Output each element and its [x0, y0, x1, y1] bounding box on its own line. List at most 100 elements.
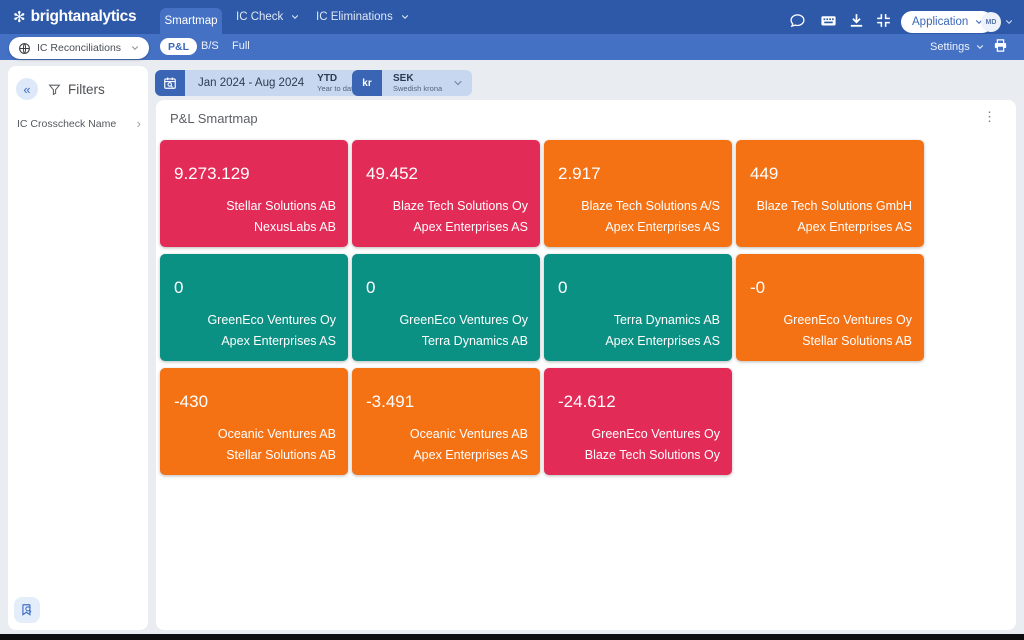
tile-company: GreenEco Ventures Oy — [783, 313, 912, 327]
tile-counterparty: Terra Dynamics AB — [421, 334, 528, 348]
tab-ic-eliminations[interactable]: IC Eliminations — [316, 0, 410, 34]
sidebar-item-ic-crosscheck-name[interactable]: IC Crosscheck Name › — [17, 116, 141, 131]
tab-ic-check-label: IC Check — [236, 11, 284, 23]
tile-value: 2.917 — [558, 164, 601, 183]
smartmap-tile[interactable]: 49.452 Blaze Tech Solutions Oy Apex Enter… — [352, 140, 540, 247]
brand-name: brightanalytics — [30, 8, 137, 25]
settings-menu[interactable]: Settings — [930, 36, 985, 58]
chevron-down-icon — [132, 46, 138, 50]
tile-company: GreenEco Ventures Oy — [399, 313, 528, 327]
brand-flower-icon: ✻ — [13, 8, 26, 26]
tile-counterparty: NexusLabs AB — [254, 220, 336, 234]
smartmap-tile[interactable]: -24.612 GreenEco Ventures Oy Blaze Tech S… — [544, 368, 732, 475]
smartmap-tile[interactable]: 0 GreenEco Ventures Oy Apex Enterprises A… — [160, 254, 348, 361]
tab-ic-eliminations-label: IC Eliminations — [316, 11, 393, 23]
tile-value: 449 — [750, 164, 779, 183]
tile-company: Blaze Tech Solutions GmbH — [756, 199, 912, 213]
chevron-down-icon — [976, 45, 983, 50]
period-name: Year to date — [317, 84, 358, 93]
view-tab-pnl[interactable]: P&L — [160, 38, 197, 55]
panel-title: P&L Smartmap — [170, 111, 258, 126]
tile-value: 0 — [366, 278, 376, 297]
smartmap-tile[interactable]: 0 Terra Dynamics AB Apex Enterprises AS — [544, 254, 732, 361]
tile-counterparty: Apex Enterprises AS — [605, 334, 720, 348]
tile-counterparty: Stellar Solutions AB — [226, 448, 336, 462]
tile-value: -3.491 — [366, 392, 415, 411]
tile-counterparty: Stellar Solutions AB — [802, 334, 912, 348]
tile-counterparty: Apex Enterprises AS — [605, 220, 720, 234]
currency-selector[interactable]: SEK Swedish krona — [382, 70, 452, 96]
tile-value: 9.273.129 — [174, 164, 250, 183]
smartmap-tile[interactable]: 2.917 Blaze Tech Solutions A/S Apex Enter… — [544, 140, 732, 247]
tile-company: Blaze Tech Solutions Oy — [392, 199, 528, 213]
sidebar-collapse-button[interactable]: « — [16, 78, 38, 100]
filters-sidebar: « Filters IC Crosscheck Name › — [8, 66, 148, 630]
tile-counterparty: Apex Enterprises AS — [413, 220, 528, 234]
bookmark-search-icon — [22, 604, 32, 616]
avatar[interactable]: MD — [981, 12, 1001, 32]
tile-company: Terra Dynamics AB — [613, 313, 720, 327]
currency-symbol: kr — [362, 77, 372, 89]
tile-value: -0 — [750, 278, 766, 297]
smartmap-tile[interactable]: -0 GreenEco Ventures Oy Stellar Solutions… — [736, 254, 924, 361]
tile-value: -24.612 — [558, 392, 616, 411]
tile-counterparty: Blaze Tech Solutions Oy — [584, 448, 720, 462]
settings-label: Settings — [930, 41, 970, 53]
application-dropdown[interactable]: Application — [901, 11, 994, 33]
smartmap-tile[interactable]: 449 Blaze Tech Solutions GmbH Apex Enterp… — [736, 140, 924, 247]
tile-company: Oceanic Ventures AB — [217, 427, 336, 441]
tile-counterparty: Apex Enterprises AS — [797, 220, 912, 234]
download-icon[interactable] — [848, 12, 865, 29]
report-selector-dropdown[interactable]: IC Reconciliations — [9, 37, 149, 59]
kebab-menu-icon[interactable]: ⋮ — [983, 109, 996, 124]
top-navbar: ✻ brightanalytics Smartmap IC Check IC E… — [0, 0, 1024, 34]
period-code: YTD — [317, 73, 338, 84]
sidebar-item-label: IC Crosscheck Name — [17, 117, 117, 130]
chevron-down-icon — [292, 15, 299, 20]
keyboard-icon[interactable] — [820, 12, 837, 29]
view-tab-full[interactable]: Full — [232, 40, 250, 52]
tile-value: 0 — [558, 278, 568, 297]
tile-company: Stellar Solutions AB — [226, 199, 336, 213]
chevron-down-icon — [401, 15, 408, 20]
smartmap-tile[interactable]: -430 Oceanic Ventures AB Stellar Solution… — [160, 368, 348, 475]
tile-counterparty: Apex Enterprises AS — [413, 448, 528, 462]
chevron-down-icon — [454, 80, 462, 86]
currency-name: Swedish krona — [393, 84, 443, 93]
sidebar-title: Filters — [68, 82, 105, 97]
smartmap-panel: P&L Smartmap ⋮ 9.273.129 Stellar Solutio… — [156, 100, 1016, 630]
smartmap-tile[interactable]: 0 GreenEco Ventures Oy Terra Dynamics AB — [352, 254, 540, 361]
tile-value: -430 — [174, 392, 209, 411]
chevron-right-icon: › — [136, 116, 141, 131]
currency-code: SEK — [393, 73, 414, 84]
tile-value: 0 — [174, 278, 184, 297]
compress-icon[interactable] — [875, 12, 892, 29]
currency-filter[interactable]: kr SEK Swedish krona — [352, 70, 473, 96]
view-tab-bs[interactable]: B/S — [201, 40, 219, 52]
sub-navbar — [0, 34, 1024, 60]
tab-ic-check[interactable]: IC Check — [236, 0, 300, 34]
smartmap-tile[interactable]: -3.491 Oceanic Ventures AB Apex Enterpris… — [352, 368, 540, 475]
tab-smartmap[interactable]: Smartmap — [160, 8, 222, 34]
globe-icon — [19, 42, 30, 54]
avatar-chevron-down-icon[interactable] — [1004, 17, 1014, 27]
tile-company: Oceanic Ventures AB — [409, 427, 528, 441]
smartmap-tile-grid: 9.273.129 Stellar Solutions AB NexusLabs … — [160, 140, 924, 475]
tile-counterparty: Apex Enterprises AS — [221, 334, 336, 348]
currency-symbol-icon: kr — [352, 70, 382, 96]
chat-icon[interactable] — [789, 12, 806, 29]
smartmap-tile[interactable]: 9.273.129 Stellar Solutions AB NexusLabs … — [160, 140, 348, 247]
period-selector[interactable]: YTD Year to date — [317, 70, 363, 96]
tile-company: Blaze Tech Solutions A/S — [581, 199, 720, 213]
avatar-initials: MD — [985, 18, 997, 26]
report-selector-label: IC Reconciliations — [37, 42, 122, 54]
bottom-edge-bar — [0, 634, 1024, 640]
view-tab-pnl-label: P&L — [168, 40, 189, 53]
print-icon[interactable] — [993, 38, 1008, 53]
application-label: Application — [912, 16, 969, 28]
saved-filters-button[interactable] — [14, 597, 40, 623]
date-range-filter[interactable]: Jan 2024 - Aug 2024 YTD Year to date — [155, 70, 384, 96]
tile-company: GreenEco Ventures Oy — [591, 427, 720, 441]
chevron-down-icon — [976, 20, 983, 25]
tile-company: GreenEco Ventures Oy — [207, 313, 336, 327]
